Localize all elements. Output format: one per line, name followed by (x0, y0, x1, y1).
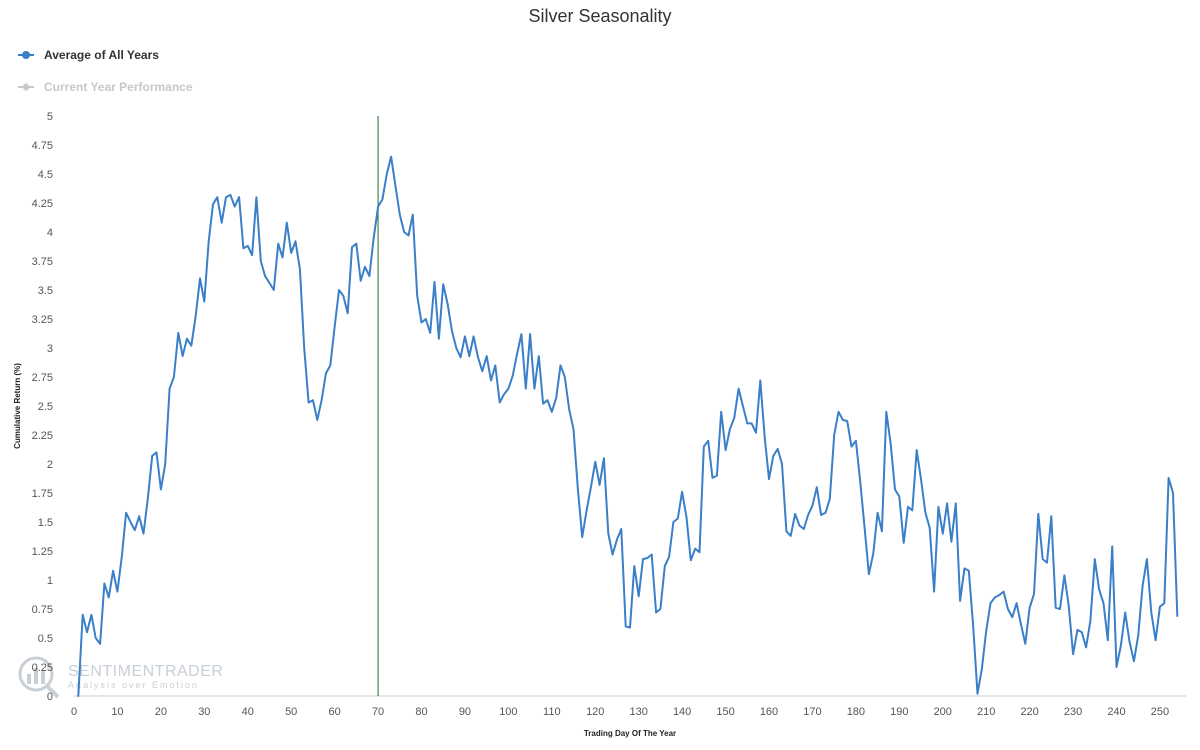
y-tick-label: 2 (47, 459, 53, 471)
legend-label: Average of All Years (44, 48, 159, 62)
x-tick-label: 80 (415, 706, 427, 718)
x-tick-label: 40 (242, 706, 254, 718)
y-tick-label: 1.75 (32, 488, 53, 500)
series-line-average-of-all-years[interactable] (77, 155, 1179, 697)
y-tick-label: 0.25 (32, 662, 53, 674)
y-tick-label: 2.5 (38, 401, 53, 413)
y-tick-label: 4.75 (32, 140, 53, 152)
plot-area (77, 116, 1179, 697)
x-tick-label: 50 (285, 706, 297, 718)
x-tick-label: 250 (1151, 706, 1169, 718)
x-tick-label: 230 (1064, 706, 1082, 718)
x-tick-label: 10 (111, 706, 123, 718)
y-tick-label: 0.75 (32, 604, 53, 616)
watermark-title: SENTIMENTRADER (68, 663, 223, 680)
y-tick-label: 2.25 (32, 430, 53, 442)
x-tick-label: 120 (586, 706, 604, 718)
watermark: SENTIMENTRADER Analysis over Emotion (18, 656, 223, 699)
x-tick-label: 90 (459, 706, 471, 718)
x-tick-label: 70 (372, 706, 384, 718)
y-tick-label: 2.75 (32, 372, 53, 384)
y-tick-label: 1.25 (32, 546, 53, 558)
x-tick-label: 180 (847, 706, 865, 718)
x-tick-label: 150 (716, 706, 734, 718)
x-tick-label: 110 (543, 706, 561, 718)
legend: Average of All Years Current Year Perfor… (18, 46, 193, 110)
y-tick-label: 5 (47, 111, 53, 123)
y-axis-title: Cumulative Return (%) (13, 363, 22, 449)
x-tick-label: 210 (977, 706, 995, 718)
x-tick-label: 30 (198, 706, 210, 718)
axes: 0 10 20 30 40 50 60 70 80 90 100 110 120 130 140 150 160… (32, 111, 1186, 718)
y-tick-label: 3.25 (32, 314, 53, 326)
y-tick-label: 4.5 (38, 169, 53, 181)
x-tick-label: 100 (499, 706, 517, 718)
y-tick-label: 3.75 (32, 256, 53, 268)
legend-line-dot-icon (18, 50, 34, 60)
y-tick-label: 1 (47, 575, 53, 587)
x-tick-label: 160 (760, 706, 778, 718)
watermark-subtitle: Analysis over Emotion (68, 680, 199, 690)
x-tick-label: 200 (934, 706, 952, 718)
legend-line-diamond-icon (18, 82, 34, 92)
legend-label: Current Year Performance (44, 80, 193, 94)
x-tick-label: 0 (71, 706, 77, 718)
x-tick-label: 170 (803, 706, 821, 718)
x-tick-label: 60 (329, 706, 341, 718)
y-tick-label: 0.5 (38, 633, 53, 645)
y-tick-label: 3.5 (38, 285, 53, 297)
y-tick-label: 0 (47, 691, 53, 703)
y-tick-label: 1.5 (38, 517, 53, 529)
y-tick-label: 3 (47, 343, 53, 355)
legend-item-average-of-all-years[interactable]: Average of All Years (18, 46, 193, 64)
x-tick-label: 20 (155, 706, 167, 718)
x-tick-label: 190 (890, 706, 908, 718)
x-tick-label: 220 (1020, 706, 1038, 718)
x-tick-label: 240 (1107, 706, 1125, 718)
y-tick-label: 4.25 (32, 198, 53, 210)
x-tick-label: 140 (673, 706, 691, 718)
chart-title: Silver Seasonality (528, 6, 672, 26)
legend-item-current-year-performance[interactable]: Current Year Performance (18, 78, 193, 96)
y-tick-label: 4 (47, 227, 53, 239)
magnifier-logo-icon (18, 656, 60, 699)
x-tick-label: 130 (630, 706, 648, 718)
x-axis-title: Trading Day Of The Year (584, 729, 676, 738)
